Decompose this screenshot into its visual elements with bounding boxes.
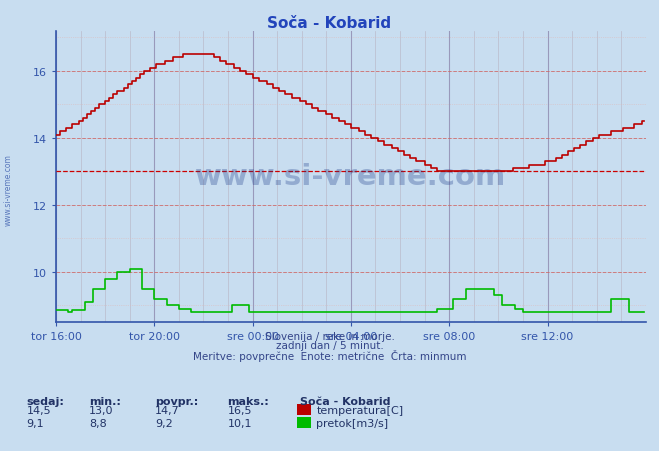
Text: 16,5: 16,5 (227, 405, 252, 414)
Text: 8,8: 8,8 (89, 418, 107, 428)
Text: 13,0: 13,0 (89, 405, 113, 414)
Text: 10,1: 10,1 (227, 418, 252, 428)
Text: 9,1: 9,1 (26, 418, 44, 428)
Text: maks.:: maks.: (227, 396, 269, 405)
Text: Soča - Kobarid: Soča - Kobarid (268, 16, 391, 31)
Text: pretok[m3/s]: pretok[m3/s] (316, 418, 388, 428)
Text: 14,7: 14,7 (155, 405, 180, 414)
Text: Slovenija / reke in morje.: Slovenija / reke in morje. (264, 331, 395, 341)
Text: zadnji dan / 5 minut.: zadnji dan / 5 minut. (275, 341, 384, 350)
Text: www.si-vreme.com: www.si-vreme.com (195, 163, 507, 191)
Text: povpr.:: povpr.: (155, 396, 198, 405)
Text: min.:: min.: (89, 396, 121, 405)
Text: 14,5: 14,5 (26, 405, 51, 414)
Text: Meritve: povprečne  Enote: metrične  Črta: minmum: Meritve: povprečne Enote: metrične Črta:… (192, 350, 467, 362)
Text: www.si-vreme.com: www.si-vreme.com (3, 153, 13, 226)
Text: temperatura[C]: temperatura[C] (316, 405, 403, 414)
Text: 9,2: 9,2 (155, 418, 173, 428)
Text: Soča - Kobarid: Soča - Kobarid (300, 396, 390, 405)
Text: sedaj:: sedaj: (26, 396, 64, 405)
